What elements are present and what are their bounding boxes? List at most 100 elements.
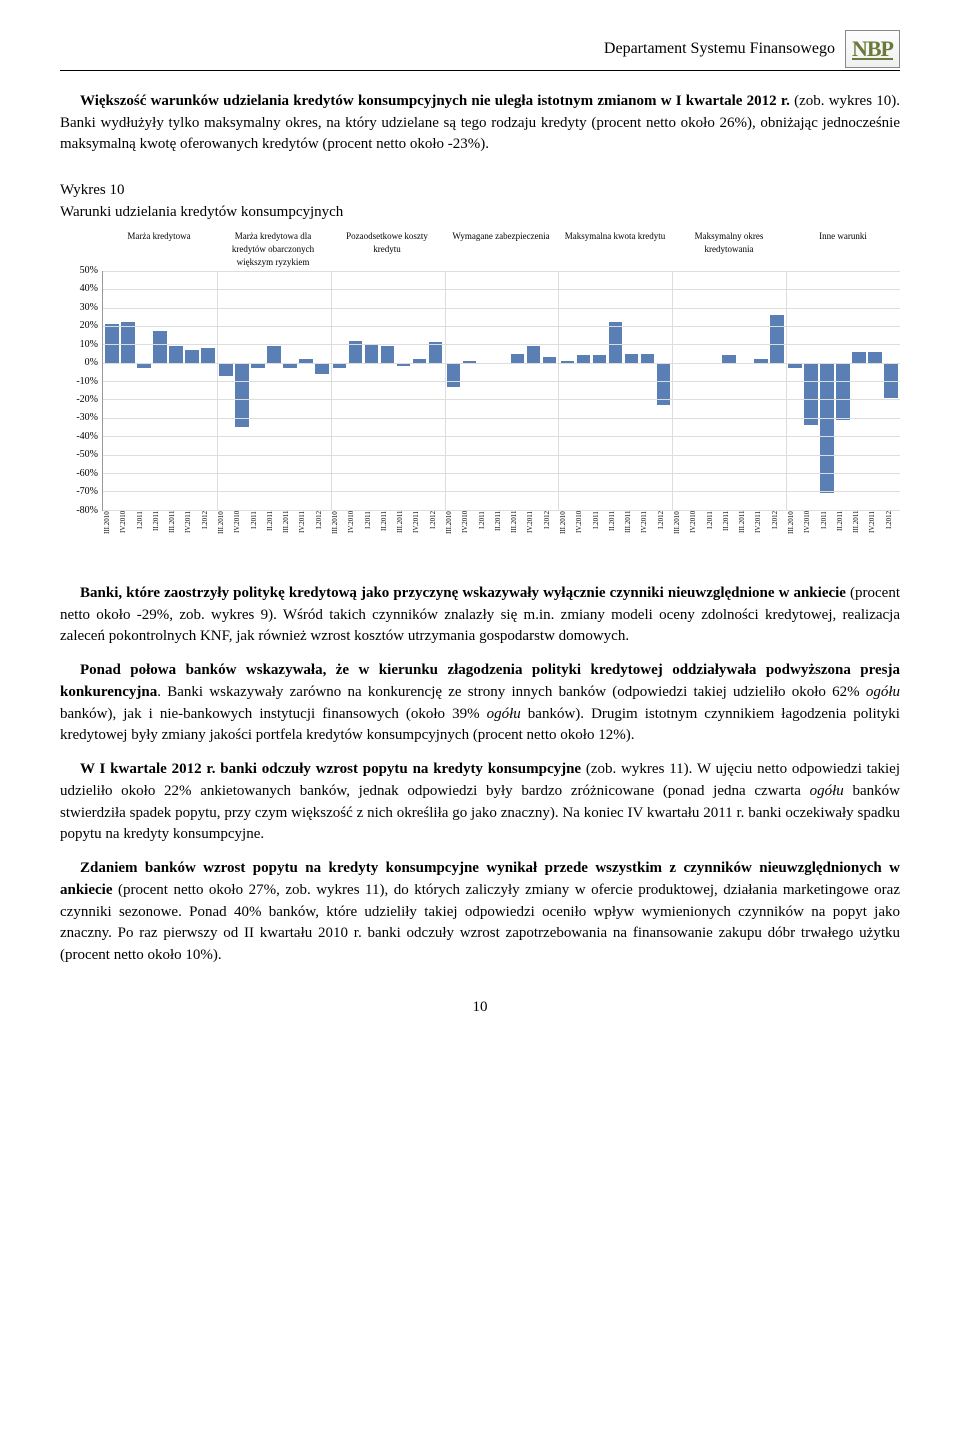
chart-x-label: II.2011 — [493, 511, 509, 553]
chart-number: Wykres 10 — [60, 180, 900, 202]
chart-x-label: II.2011 — [151, 511, 167, 553]
chart-y-tick: -60% — [76, 467, 98, 482]
chart-y-tick: 20% — [80, 319, 98, 334]
chart-gridline — [103, 491, 900, 492]
chart-gridline — [103, 308, 900, 309]
chart-x-label: III.2010 — [102, 511, 118, 553]
paragraph-5-rest: (procent netto około 27%, zob. wykres 11… — [60, 882, 900, 963]
chart-bar — [219, 363, 233, 376]
chart-bar — [365, 344, 379, 362]
chart-x-label: IV.2010 — [688, 511, 704, 553]
paragraph-2: Banki, które zaostrzyły politykę kredyto… — [60, 583, 900, 648]
chart-x-label: IV.2011 — [639, 511, 655, 553]
paragraph-3-italic1: ogółu — [866, 684, 900, 700]
chart-bar — [641, 354, 655, 363]
chart-y-tick: 10% — [80, 337, 98, 352]
chart-x-label: III.2011 — [395, 511, 411, 553]
chart-x-label: IV.2011 — [411, 511, 427, 553]
chart-x-label: III.2011 — [623, 511, 639, 553]
chart-plot-area — [102, 271, 900, 511]
chart-wykres-10: Marża kredytowaMarża kredytowa dla kredy… — [60, 230, 900, 553]
chart-x-label: I.2012 — [200, 511, 216, 553]
chart-bar — [121, 322, 135, 362]
chart-bar — [153, 331, 167, 362]
chart-group-label: Pozaodsetkowe koszty kredytu — [330, 230, 444, 269]
chart-gridline — [103, 344, 900, 345]
chart-x-label: I.2012 — [770, 511, 786, 553]
chart-y-tick: 50% — [80, 264, 98, 279]
chart-bar — [868, 352, 882, 363]
chart-x-label: III.2010 — [330, 511, 346, 553]
chart-gridline — [103, 473, 900, 474]
chart-gridline — [103, 399, 900, 400]
chart-x-group: III.2010IV.2010I.2011II.2011III.2011IV.2… — [330, 511, 444, 553]
chart-x-label: I.2011 — [705, 511, 721, 553]
chart-x-label: I.2011 — [135, 511, 151, 553]
chart-x-label: III.2010 — [786, 511, 802, 553]
chart-x-label: IV.2010 — [346, 511, 362, 553]
chart-bar — [577, 355, 591, 362]
chart-y-tick: -30% — [76, 411, 98, 426]
chart-x-label: IV.2010 — [574, 511, 590, 553]
chart-x-label: II.2011 — [721, 511, 737, 553]
chart-group-label: Wymagane zabezpieczenia — [444, 230, 558, 269]
paragraph-4-bold: W I kwartale 2012 r. banki odczuły wzros… — [80, 761, 581, 777]
page-number: 10 — [60, 997, 900, 1019]
paragraph-1: Większość warunków udzielania kredytów k… — [60, 91, 900, 156]
chart-y-tick: -10% — [76, 374, 98, 389]
chart-x-label: II.2011 — [607, 511, 623, 553]
chart-y-tick: -70% — [76, 485, 98, 500]
chart-x-label: III.2011 — [737, 511, 753, 553]
chart-bar — [169, 346, 183, 363]
paragraph-4-italic1: ogółu — [810, 783, 844, 799]
chart-x-label: III.2010 — [558, 511, 574, 553]
chart-x-label: I.2011 — [363, 511, 379, 553]
chart-gridline — [103, 363, 900, 364]
chart-group-separator — [672, 271, 673, 510]
chart-y-tick: 0% — [85, 356, 98, 371]
chart-group-label: Marża kredytowa — [102, 230, 216, 269]
chart-y-tick: 40% — [80, 282, 98, 297]
chart-group-label: Marża kredytowa dla kredytów obarczonych… — [216, 230, 330, 269]
chart-gridline — [103, 271, 900, 272]
department-name: Departament Systemu Finansowego — [604, 37, 835, 60]
chart-y-tick: -20% — [76, 393, 98, 408]
chart-x-label: I.2012 — [542, 511, 558, 553]
chart-bar — [593, 355, 607, 362]
chart-group-separator — [445, 271, 446, 510]
chart-x-label: I.2011 — [819, 511, 835, 553]
paragraph-5: Zdaniem banków wzrost popytu na kredyty … — [60, 858, 900, 967]
chart-x-label: IV.2011 — [297, 511, 313, 553]
chart-y-tick: -50% — [76, 448, 98, 463]
chart-x-label: III.2010 — [444, 511, 460, 553]
chart-bar — [429, 342, 443, 362]
nbp-logo: NBP — [845, 30, 900, 68]
chart-x-label: IV.2011 — [753, 511, 769, 553]
chart-y-tick: 30% — [80, 300, 98, 315]
paragraph-3: Ponad połowa banków wskazywała, że w kie… — [60, 660, 900, 747]
chart-x-label: IV.2011 — [525, 511, 541, 553]
chart-bar — [625, 354, 639, 363]
chart-bar — [852, 352, 866, 363]
chart-group-separator — [786, 271, 787, 510]
chart-x-label: I.2012 — [314, 511, 330, 553]
chart-group-label: Maksymalny okres kredytowania — [672, 230, 786, 269]
chart-x-label: IV.2010 — [460, 511, 476, 553]
chart-bar — [722, 355, 736, 362]
paragraph-3-mid1: . Banki wskazywały zarówno na konkurencj… — [157, 684, 866, 700]
chart-x-label: I.2011 — [249, 511, 265, 553]
chart-bar — [315, 363, 329, 374]
page-header: Departament Systemu Finansowego NBP — [60, 30, 900, 71]
chart-plot-row: 50%40%30%20%10%0%-10%-20%-30%-40%-50%-60… — [60, 271, 900, 511]
chart-x-label: I.2012 — [884, 511, 900, 553]
chart-x-group: III.2010IV.2010I.2011II.2011III.2011IV.2… — [672, 511, 786, 553]
chart-x-label: IV.2010 — [232, 511, 248, 553]
chart-x-label: IV.2010 — [802, 511, 818, 553]
chart-x-label: II.2011 — [835, 511, 851, 553]
paragraph-3-mid2: banków), jak i nie-bankowych instytucji … — [60, 706, 487, 722]
chart-x-group: III.2010IV.2010I.2011II.2011III.2011IV.2… — [444, 511, 558, 553]
chart-x-group: III.2010IV.2010I.2011II.2011III.2011IV.2… — [786, 511, 900, 553]
chart-x-label: III.2011 — [509, 511, 525, 553]
chart-gridline — [103, 436, 900, 437]
chart-bar — [201, 348, 215, 363]
